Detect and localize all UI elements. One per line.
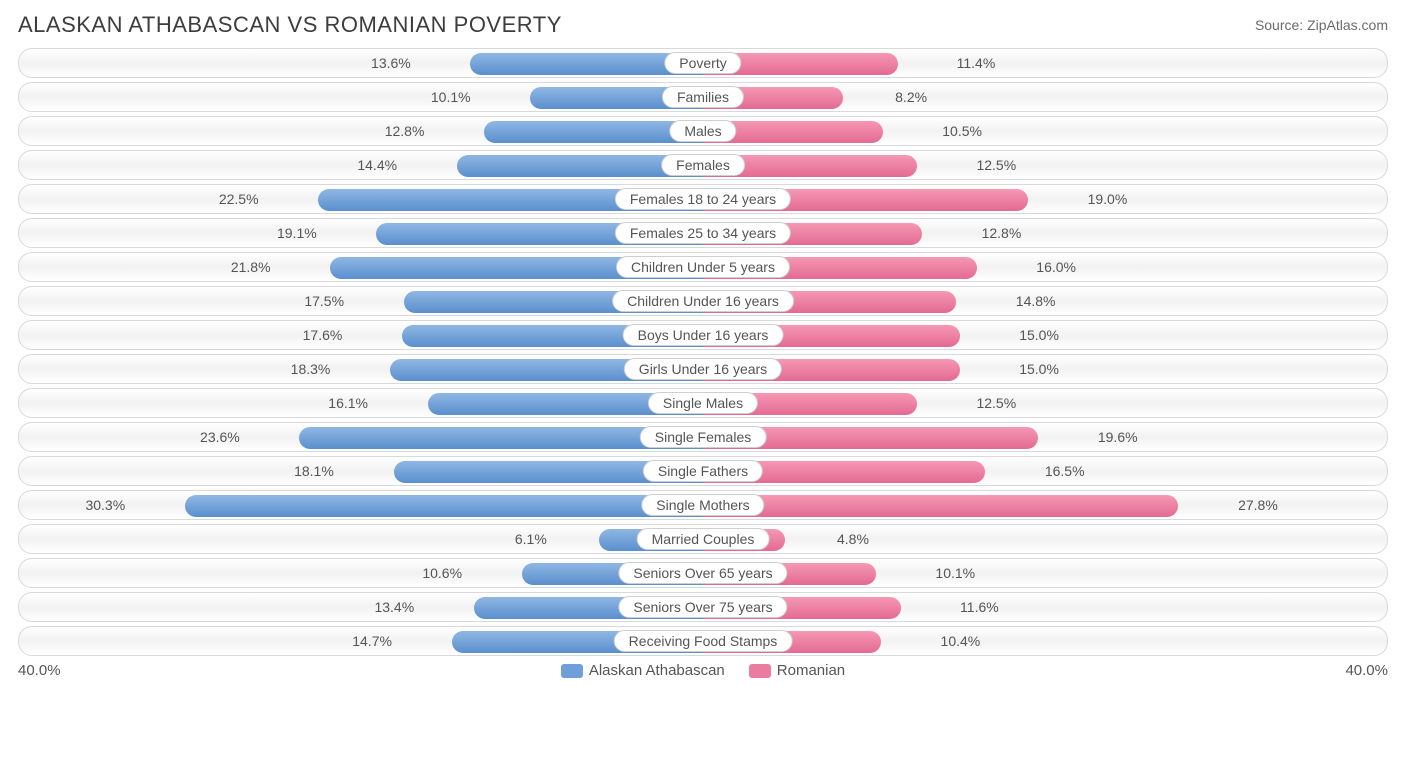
- value-right: 11.4%: [947, 49, 996, 77]
- row-label: Single Fathers: [643, 460, 763, 482]
- value-left: 6.1%: [515, 525, 557, 553]
- source-prefix: Source:: [1255, 17, 1307, 33]
- value-right: 15.0%: [1009, 321, 1059, 349]
- axis-max-left: 40.0%: [18, 662, 61, 679]
- value-right: 11.6%: [950, 593, 999, 621]
- value-right: 27.8%: [1228, 491, 1278, 519]
- chart-row: 17.6% 15.0% Boys Under 16 years: [18, 320, 1388, 350]
- bar-left: [185, 495, 703, 517]
- chart-row: 6.1% 4.8% Married Couples: [18, 524, 1388, 554]
- value-left: 30.3%: [85, 491, 135, 519]
- chart-header: ALASKAN ATHABASCAN VS ROMANIAN POVERTY S…: [18, 12, 1388, 38]
- chart-row: 22.5% 19.0% Females 18 to 24 years: [18, 184, 1388, 214]
- value-right: 4.8%: [827, 525, 869, 553]
- bar-right: [703, 495, 1178, 517]
- value-left: 17.5%: [304, 287, 354, 315]
- chart-row: 13.4% 11.6% Seniors Over 75 years: [18, 592, 1388, 622]
- source-name: ZipAtlas.com: [1307, 17, 1388, 33]
- legend-item-left: Alaskan Athabascan: [561, 662, 725, 679]
- row-label: Single Males: [648, 392, 758, 414]
- value-left: 21.8%: [231, 253, 281, 281]
- value-left: 17.6%: [303, 321, 353, 349]
- legend-label-right: Romanian: [777, 662, 845, 679]
- value-left: 13.6%: [371, 49, 421, 77]
- row-label: Single Mothers: [641, 494, 764, 516]
- value-left: 14.4%: [357, 151, 407, 179]
- value-right: 19.0%: [1078, 185, 1128, 213]
- row-label: Children Under 16 years: [612, 290, 794, 312]
- legend-swatch-right: [749, 664, 771, 678]
- chart-row: 19.1% 12.8% Females 25 to 34 years: [18, 218, 1388, 248]
- row-label: Seniors Over 75 years: [618, 596, 787, 618]
- value-left: 18.3%: [291, 355, 341, 383]
- chart-row: 16.1% 12.5% Single Males: [18, 388, 1388, 418]
- chart-row: 14.7% 10.4% Receiving Food Stamps: [18, 626, 1388, 656]
- chart-row: 10.1% 8.2% Families: [18, 82, 1388, 112]
- legend-label-left: Alaskan Athabascan: [589, 662, 725, 679]
- value-left: 18.1%: [294, 457, 344, 485]
- row-label: Males: [669, 120, 736, 142]
- value-right: 12.5%: [966, 151, 1016, 179]
- chart-row: 21.8% 16.0% Children Under 5 years: [18, 252, 1388, 282]
- chart-title: ALASKAN ATHABASCAN VS ROMANIAN POVERTY: [18, 12, 562, 38]
- chart-source: Source: ZipAtlas.com: [1255, 17, 1388, 33]
- row-label: Poverty: [664, 52, 741, 74]
- value-right: 19.6%: [1088, 423, 1138, 451]
- row-label: Females 18 to 24 years: [615, 188, 791, 210]
- value-right: 12.8%: [972, 219, 1022, 247]
- axis-max-right: 40.0%: [1345, 662, 1388, 679]
- value-right: 16.0%: [1026, 253, 1076, 281]
- value-right: 16.5%: [1035, 457, 1085, 485]
- value-left: 16.1%: [328, 389, 378, 417]
- row-label: Girls Under 16 years: [624, 358, 782, 380]
- row-label: Single Females: [640, 426, 767, 448]
- legend: Alaskan Athabascan Romanian: [561, 662, 845, 679]
- value-left: 10.1%: [431, 83, 481, 111]
- legend-item-right: Romanian: [749, 662, 845, 679]
- chart-row: 14.4% 12.5% Females: [18, 150, 1388, 180]
- value-right: 12.5%: [966, 389, 1016, 417]
- row-label: Children Under 5 years: [616, 256, 790, 278]
- row-label: Boys Under 16 years: [623, 324, 784, 346]
- chart-footer: 40.0% Alaskan Athabascan Romanian 40.0%: [18, 662, 1388, 679]
- value-left: 10.6%: [422, 559, 472, 587]
- chart-row: 18.3% 15.0% Girls Under 16 years: [18, 354, 1388, 384]
- value-left: 14.7%: [352, 627, 402, 655]
- row-label: Seniors Over 65 years: [618, 562, 787, 584]
- diverging-bar-chart: 13.6%11.4%Poverty10.1%8.2%Families12.8%1…: [18, 48, 1388, 656]
- chart-row: 30.3% 27.8% Single Mothers: [18, 490, 1388, 520]
- row-label: Receiving Food Stamps: [614, 630, 793, 652]
- row-label: Married Couples: [637, 528, 770, 550]
- legend-swatch-left: [561, 664, 583, 678]
- chart-row: 23.6% 19.6% Single Females: [18, 422, 1388, 452]
- value-right: 14.8%: [1006, 287, 1056, 315]
- value-left: 19.1%: [277, 219, 327, 247]
- chart-row: 10.6% 10.1% Seniors Over 65 years: [18, 558, 1388, 588]
- chart-row: 17.5% 14.8% Children Under 16 years: [18, 286, 1388, 316]
- value-left: 13.4%: [374, 593, 424, 621]
- chart-row: 12.8% 10.5% Males: [18, 116, 1388, 146]
- value-left: 12.8%: [385, 117, 435, 145]
- chart-row: 18.1% 16.5% Single Fathers: [18, 456, 1388, 486]
- value-left: 22.5%: [219, 185, 269, 213]
- value-right: 15.0%: [1009, 355, 1059, 383]
- chart-row: 13.6% 11.4% Poverty: [18, 48, 1388, 78]
- value-right: 8.2%: [885, 83, 927, 111]
- value-right: 10.5%: [932, 117, 982, 145]
- row-label: Females 25 to 34 years: [615, 222, 791, 244]
- value-right: 10.4%: [931, 627, 981, 655]
- value-right: 10.1%: [925, 559, 975, 587]
- row-label: Families: [662, 86, 744, 108]
- value-left: 23.6%: [200, 423, 250, 451]
- row-label: Females: [661, 154, 745, 176]
